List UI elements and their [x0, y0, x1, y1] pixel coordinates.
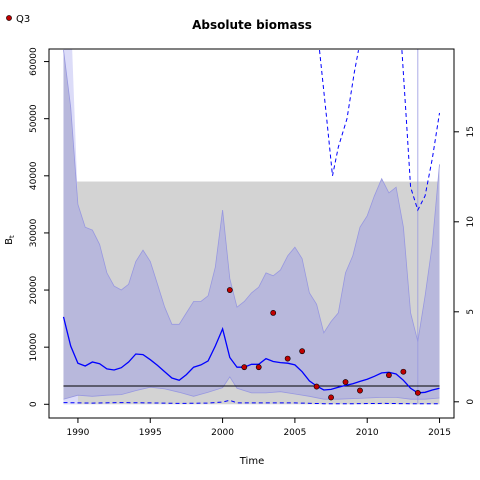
y-tick-label: 40000 [29, 161, 39, 190]
plot-content [62, 49, 440, 405]
legend-point-marker [6, 15, 12, 21]
legend-label: Q3 [16, 14, 30, 25]
data-point [357, 387, 363, 394]
data-point [313, 383, 320, 390]
x-tick-label: 2015 [428, 428, 451, 438]
data-point [299, 348, 306, 355]
axes: 1990 1995 2000 2005 2010 2015 0 10000 20000 30000… [29, 47, 476, 438]
data-point [414, 389, 421, 396]
lower-ci-line [63, 376, 440, 400]
upper-ci-line [63, 50, 440, 342]
data-point [270, 309, 277, 316]
y-tick-label: 10000 [29, 333, 39, 362]
confidence-band [63, 50, 440, 400]
y2-tick-label: 5 [466, 309, 476, 315]
data-point [328, 394, 334, 401]
dashed-series-upper_dashed_b [401, 50, 440, 212]
y2-tick-label: 15 [466, 126, 476, 137]
x-tick-label: 2000 [211, 428, 234, 438]
chart-title: Absolute biomass [192, 18, 312, 32]
x-tick-label: 1990 [66, 428, 89, 438]
x-axis-label: Time [239, 456, 264, 467]
y2-tick-label: 0 [466, 399, 476, 405]
data-point [255, 364, 262, 371]
x-tick-label: 1995 [139, 428, 162, 438]
dashed-series-upper_dashed_a [319, 50, 359, 176]
legend: Q3 [6, 14, 30, 25]
plot-frame [48, 48, 455, 419]
y-tick-label: 20000 [29, 275, 39, 304]
y-axis-label-sub: t [8, 235, 16, 238]
data-point [241, 364, 248, 371]
biomass-median-line [62, 316, 440, 394]
data-point [284, 355, 291, 362]
data-point [400, 368, 407, 375]
y-axis-label-main: B [4, 238, 15, 245]
y2-tick-label: 10 [466, 216, 476, 228]
x-tick-label: 2010 [356, 428, 379, 438]
dashed-series-lower_dashed [63, 399, 440, 405]
y-tick-label: 30000 [29, 218, 39, 247]
y-tick-label: 50000 [29, 104, 39, 133]
y-tick-label: 0 [29, 401, 39, 407]
y-axis-label: Bt [4, 235, 16, 245]
data-point [342, 379, 349, 385]
data-point [226, 287, 233, 293]
data-point [386, 372, 392, 379]
x-tick-label: 2005 [283, 428, 306, 438]
y-tick-label: 60000 [29, 47, 39, 76]
